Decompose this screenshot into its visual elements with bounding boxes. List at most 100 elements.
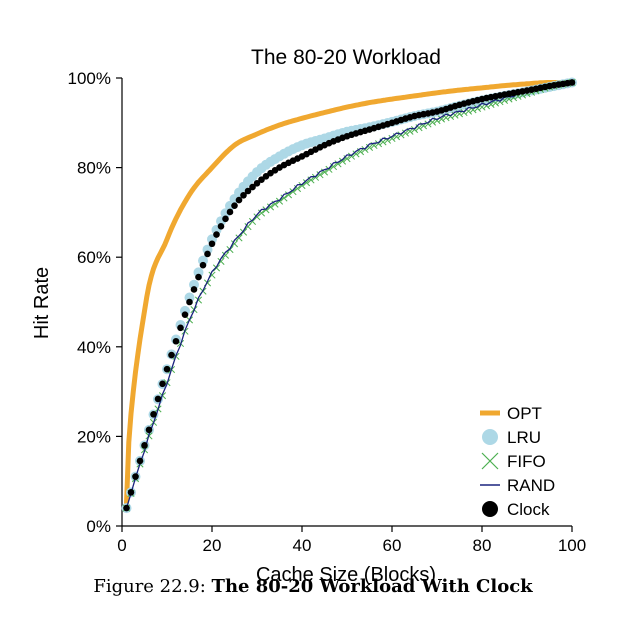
fifo-point	[275, 197, 284, 205]
fifo-point	[374, 140, 383, 148]
clock-point	[177, 324, 184, 332]
clock-point	[186, 298, 193, 306]
y-tick-label: 40%	[77, 338, 111, 357]
clock-point	[145, 426, 153, 434]
series-line-opt	[124, 80, 573, 504]
fifo-point	[437, 115, 446, 123]
legend-label: OPT	[507, 404, 542, 423]
fifo-point	[289, 188, 297, 196]
clock-point	[235, 196, 243, 204]
figure-caption: Figure 22.9: The 80-20 Workload With Clo…	[0, 576, 626, 597]
fifo-point	[221, 251, 230, 259]
legend: OPT LRU FIFO RAND Clock	[480, 404, 555, 519]
y-tick-label: 100%	[68, 69, 111, 88]
legend-item-clock: Clock	[482, 500, 550, 519]
legend-label: Clock	[507, 500, 550, 519]
clock-point	[568, 79, 576, 86]
fifo-point	[401, 129, 410, 137]
series-rand	[125, 81, 573, 509]
clock-point	[141, 442, 148, 449]
clock-point	[159, 380, 166, 388]
series-opt	[124, 80, 573, 504]
legend-label: LRU	[507, 428, 541, 447]
fifo-point	[302, 179, 311, 187]
clock-point	[136, 457, 144, 465]
clock-point	[240, 191, 247, 199]
lru-point	[193, 267, 204, 278]
fifo-point	[487, 100, 495, 108]
clock-point	[222, 215, 229, 223]
chart-title: The 80-20 Workload	[251, 46, 441, 69]
fifo-point	[293, 184, 302, 193]
clock-point	[253, 179, 261, 187]
clock-point	[199, 261, 207, 269]
clock-point	[123, 504, 130, 512]
caption-label: Figure 22.9:	[93, 576, 206, 597]
clock-point	[195, 273, 202, 281]
fifo-point	[230, 240, 239, 248]
x-tick-label: 100	[558, 536, 586, 555]
fifo-point	[329, 163, 338, 171]
caption-title: The 80-20 Workload With Clock	[211, 576, 533, 597]
clock-point	[213, 231, 220, 238]
fifo-point	[325, 165, 333, 173]
clock-point	[258, 176, 265, 183]
legend-item-fifo: FIFO	[481, 452, 546, 471]
x-tick-label: 20	[203, 536, 222, 555]
clock-point	[132, 473, 139, 480]
series-line-rand	[125, 81, 573, 509]
clock-point	[190, 286, 198, 293]
clock-point	[127, 489, 135, 496]
fifo-point	[365, 143, 374, 151]
clock-point	[226, 208, 234, 216]
fifo-point	[235, 234, 243, 242]
legend-swatch	[482, 429, 498, 445]
clock-point	[231, 202, 238, 209]
legend-label: FIFO	[507, 452, 546, 471]
clock-point	[181, 311, 189, 319]
legend-item-rand: RAND	[480, 476, 555, 495]
clock-point	[208, 240, 216, 248]
y-tick-label: 0%	[86, 517, 111, 536]
clock-point	[217, 223, 225, 230]
legend-swatch	[482, 501, 498, 517]
fifo-point	[284, 191, 293, 199]
x-tick-label: 40	[293, 536, 312, 555]
x-axis-label: Cache Size (Blocks)	[256, 564, 436, 586]
clock-point	[154, 395, 162, 403]
legend-swatch	[481, 452, 499, 470]
series-clock	[123, 79, 576, 512]
legend-label: RAND	[507, 476, 555, 495]
clock-point	[244, 187, 252, 195]
fifo-point	[338, 157, 347, 165]
y-tick-label: 80%	[77, 159, 111, 178]
fifo-point	[239, 228, 248, 236]
series-lru	[121, 77, 577, 514]
y-tick-label: 60%	[77, 248, 111, 267]
y-tick-label: 20%	[77, 427, 111, 446]
clock-point	[204, 250, 211, 258]
clock-point	[168, 351, 175, 359]
x-tick-label: 80	[473, 536, 492, 555]
fifo-point	[388, 134, 396, 143]
clock-point	[163, 365, 171, 373]
axes: 0% 20% 40% 60% 80% 100% 0 20 40 60 80 100	[68, 69, 587, 555]
fifo-point	[262, 206, 270, 214]
clock-point	[150, 411, 157, 418]
fifo-point	[316, 171, 324, 179]
fifo-point	[424, 120, 432, 128]
fifo-point	[280, 194, 288, 202]
fifo-point	[352, 150, 360, 158]
clock-point	[172, 337, 180, 345]
fifo-point	[266, 203, 275, 211]
x-tick-label: 60	[383, 536, 402, 555]
legend-item-lru: LRU	[482, 428, 541, 447]
legend-item-opt: OPT	[480, 404, 542, 423]
series-layer	[121, 77, 577, 514]
clock-point	[249, 183, 256, 191]
fifo-point	[473, 104, 482, 113]
fifo-point	[257, 209, 266, 217]
lru-point	[189, 279, 199, 290]
x-tick-label: 0	[117, 536, 126, 555]
